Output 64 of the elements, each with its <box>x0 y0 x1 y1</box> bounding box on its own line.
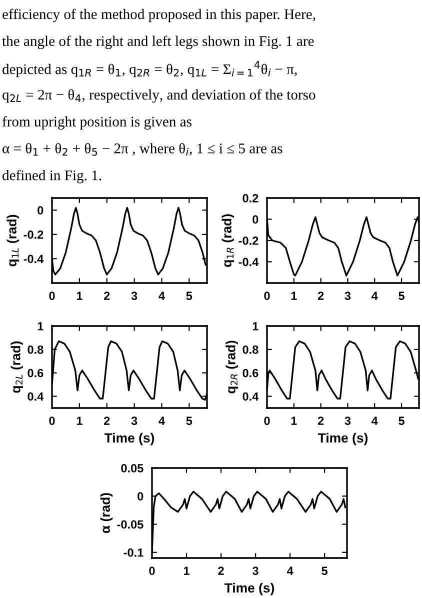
y-tick-label: 0.2 <box>242 194 258 202</box>
x-tick-label: 2 <box>218 566 224 575</box>
x-tick-label: 3 <box>344 416 351 426</box>
x-tick-label: 3 <box>131 416 138 426</box>
text: α = θ$_{1}$ + θ$_{2}$ + θ$_{5}$ − 2π , where θ$_{i}$, 1 ≤ i ≤ 5 are as <box>2 143 282 156</box>
y-axis-title: q$_{1R}$ (rad) <box>222 214 234 267</box>
y-tick-label: 0 <box>38 206 44 215</box>
x-tick-label: 4 <box>286 566 294 575</box>
x-tick-label: 2 <box>104 292 110 300</box>
text: efficiency of the method proposed in this paper. Here, <box>2 8 316 22</box>
x-tick-label: 1 <box>76 292 82 300</box>
x-tick-label: 3 <box>344 292 351 300</box>
y-tick-label: -0.4 <box>24 254 44 264</box>
y-tick-label: 0.4 <box>242 392 259 401</box>
text: from upright position is given as <box>2 116 192 130</box>
y-tick-label: -0.4 <box>238 258 259 266</box>
text: q$_{2L}$ = 2π − θ$_{4}$, respectively, and deviation of the torso <box>2 89 316 103</box>
x-tick-label: 2 <box>318 416 324 425</box>
x-tick-label: 0 <box>49 416 55 426</box>
x-tick-label: 0 <box>264 416 270 426</box>
x-tick-label: 5 <box>186 292 192 300</box>
x-tick-label: 4 <box>372 416 378 425</box>
y-tick-label: 0 <box>252 215 258 224</box>
y-tick-label: 0.6 <box>28 368 44 378</box>
y-axis-title: q$_{2R}$ (rad) <box>226 340 238 394</box>
x-tick-label: 4 <box>158 416 165 425</box>
y-tick-label: 1 <box>38 322 44 330</box>
x-tick-label: 1 <box>291 416 297 425</box>
x-tick-label: 5 <box>186 416 192 426</box>
y-tick-label: 0.6 <box>242 368 258 378</box>
y-tick-label: -0.1 <box>124 548 144 557</box>
y-tick-label: 0.4 <box>28 392 44 401</box>
x-tick-label: 0 <box>49 292 55 300</box>
x-axis-title: Time (s) <box>318 432 368 446</box>
x-tick-label: 3 <box>131 292 138 300</box>
y-tick-label: -0.2 <box>238 236 258 245</box>
y-axis-title: q$_{2L}$ (rad) <box>10 341 23 393</box>
y-axis-title: α (rad) <box>100 493 113 534</box>
x-tick-label: 3 <box>252 566 258 576</box>
x-tick-label: 2 <box>104 416 110 425</box>
x-axis-title: Time (s) <box>104 432 154 446</box>
x-tick-label: 1 <box>291 292 297 300</box>
y-tick-label: 1 <box>252 322 258 330</box>
text: defined in Fig. 1. <box>2 170 102 184</box>
x-tick-label: 4 <box>372 292 378 300</box>
y-tick-label: 0.8 <box>242 345 258 354</box>
y-tick-label: 0.05 <box>121 464 144 472</box>
x-tick-label: 0 <box>264 292 270 300</box>
x-tick-label: 1 <box>76 416 82 425</box>
x-tick-label: 2 <box>318 292 324 300</box>
x-tick-label: 5 <box>322 566 328 576</box>
y-axis-title: q$_{1L}$ (rad) <box>6 214 20 266</box>
x-axis-title: Time (s) <box>224 582 274 596</box>
x-tick-label: 5 <box>398 292 404 300</box>
x-tick-label: 5 <box>398 416 404 426</box>
text: depicted as q$_{1R}$ = θ$_{1}$, q$_{2R}$ = θ$_{2}$, q$_{1L}$ = Σ$_{i=1}$$^{4}$θ$_{i}$ − π, <box>2 60 297 78</box>
x-tick-label: 0 <box>149 566 155 576</box>
x-tick-label: 4 <box>158 292 165 300</box>
text: the angle of the right and left legs shown in Fig. 1 are <box>2 36 314 49</box>
y-tick-label: 0 <box>138 492 144 501</box>
y-tick-label: -0.05 <box>117 520 144 529</box>
y-tick-label: 0.8 <box>28 345 44 354</box>
x-tick-label: 1 <box>184 566 190 575</box>
y-tick-label: -0.2 <box>24 230 44 239</box>
